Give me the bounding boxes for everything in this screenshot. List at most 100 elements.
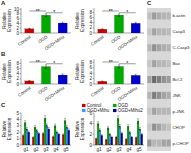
y-tick-label: 6 (16, 66, 19, 71)
error-cap (129, 133, 130, 134)
error-line (33, 137, 34, 139)
bar (109, 134, 111, 145)
x-tick-label: OGD (110, 85, 122, 95)
y-tick (20, 18, 22, 19)
bar (26, 129, 28, 145)
error-cap (119, 124, 120, 125)
error-cap (23, 134, 24, 135)
panel: C012345RelativeExpressiong1g2g3g4g5 (1, 102, 71, 152)
error-bar (99, 129, 100, 132)
error-line (28, 131, 29, 134)
error-cap (28, 29, 30, 30)
band (147, 60, 151, 67)
bar (34, 127, 36, 145)
x-tick-label: g4 (126, 147, 132, 152)
y-tick (20, 119, 22, 120)
band (167, 140, 171, 147)
error-bar (58, 133, 59, 135)
y-tick (93, 17, 95, 18)
band (152, 28, 156, 35)
error-bar (101, 28, 103, 30)
significance-label: * (126, 60, 128, 66)
y-label: RelativeExpression (2, 60, 12, 83)
bar (68, 130, 70, 145)
bar (58, 134, 60, 145)
y-tick (20, 73, 22, 74)
legend-swatch (82, 109, 86, 112)
error-line (26, 127, 27, 130)
y-label: RelativeExpression (2, 117, 12, 140)
error-cap (118, 16, 120, 17)
error-cap (101, 134, 102, 135)
band (167, 124, 171, 131)
y-label: RelativeExpression (75, 117, 85, 140)
band (167, 76, 171, 83)
error-cap (45, 16, 47, 17)
error-cap (28, 28, 30, 29)
error-line (25, 120, 26, 124)
y-label-group: RelativeExpression (2, 60, 12, 83)
error-cap (96, 137, 97, 138)
bar (66, 127, 68, 145)
band (167, 60, 171, 67)
error-cap (28, 80, 30, 81)
error-cap (101, 29, 103, 30)
panel-title: B (1, 51, 6, 57)
error-cap (43, 134, 44, 135)
error-cap (136, 138, 137, 139)
error-cap (53, 137, 54, 138)
significance-label: * (126, 9, 128, 15)
error-cap (126, 139, 127, 140)
error-bar (56, 131, 57, 134)
band (162, 140, 166, 147)
error-line (68, 129, 69, 132)
error-line (46, 124, 47, 128)
error-cap (26, 127, 27, 128)
y-tick-label: 2 (16, 130, 19, 135)
plot-area (98, 62, 141, 84)
error-cap (55, 127, 56, 128)
error-line (106, 139, 107, 140)
error-cap (68, 128, 69, 129)
band (157, 60, 161, 67)
panel-title: A (1, 0, 6, 6)
bar (48, 129, 50, 145)
error-line (118, 116, 119, 121)
y-tick-label: 0 (89, 31, 92, 36)
bar (129, 133, 131, 145)
band (147, 124, 151, 131)
y-tick (20, 33, 22, 34)
error-bar (135, 74, 137, 76)
y-tick (20, 68, 22, 69)
error-line (35, 125, 36, 129)
band (152, 76, 156, 83)
error-bar (118, 65, 120, 68)
error-cap (65, 123, 66, 124)
bar (111, 137, 113, 145)
legend-swatch (113, 109, 117, 112)
error-cap (101, 81, 103, 82)
plot-area (22, 115, 70, 145)
error-bar (139, 127, 140, 130)
error-bar (38, 132, 39, 134)
bar (95, 139, 97, 145)
legend-label: OGD+Mihu (87, 108, 110, 113)
plot-area (25, 11, 68, 33)
x-tick-label: g3 (116, 147, 122, 152)
error-bar (26, 127, 27, 130)
x-tick-label: Control (17, 85, 32, 97)
y-tick-label: 0 (89, 82, 92, 87)
bar (25, 81, 34, 84)
band (167, 28, 171, 35)
error-line (138, 119, 139, 124)
y-axis (21, 59, 22, 84)
y-tick (93, 145, 95, 146)
panel: A0246810RelativeExpressionControlOGDOGD+… (1, 0, 71, 51)
error-cap (101, 136, 102, 137)
y-tick-label: 0 (89, 143, 92, 148)
error-line (38, 132, 39, 134)
band (157, 28, 161, 35)
error-bar (25, 120, 26, 124)
y-tick-label: 8 (16, 61, 19, 66)
error-cap (139, 130, 140, 131)
